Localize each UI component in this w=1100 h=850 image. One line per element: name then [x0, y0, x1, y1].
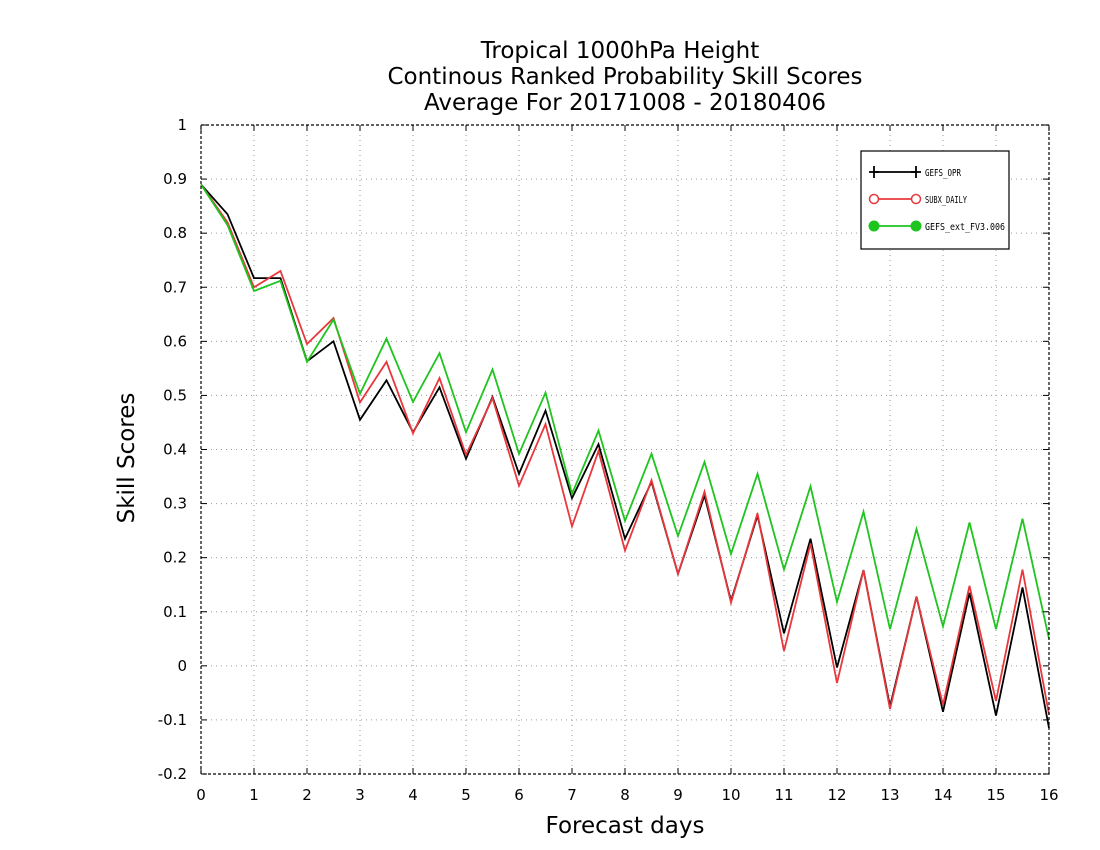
chart-title-line-2: Continous Ranked Probability Skill Score… [387, 64, 862, 90]
x-tick-label: 0 [196, 786, 206, 804]
x-tick-label: 10 [721, 786, 740, 804]
legend-label: GEFS_OPR [925, 168, 962, 179]
x-tick-label: 1 [249, 786, 259, 804]
y-tick-label: 0.1 [163, 603, 187, 621]
legend-marker [868, 193, 880, 205]
y-tick-label: -0.2 [158, 765, 187, 783]
x-tick-label: 8 [620, 786, 630, 804]
y-axis-label: Skill Scores [114, 393, 140, 524]
x-tick-label: 12 [827, 786, 846, 804]
y-tick-label: 0.7 [163, 278, 187, 296]
chart-title-line-1: Tropical 1000hPa Height [480, 38, 760, 64]
legend-marker [910, 220, 922, 232]
x-tick-label: 4 [408, 786, 418, 804]
y-tick-label: 0.6 [163, 332, 187, 350]
y-tick-label: 0 [177, 657, 187, 675]
x-tick-label: 13 [880, 786, 899, 804]
y-tick-label: 1 [177, 116, 187, 134]
axis-ticks [200, 124, 1050, 775]
x-tick-label: 14 [933, 786, 952, 804]
legend-marker [868, 220, 880, 232]
y-tick-label: -0.1 [158, 711, 187, 729]
x-tick-label: 7 [567, 786, 577, 804]
x-tick-label: 11 [774, 786, 793, 804]
x-tick-label: 15 [986, 786, 1005, 804]
y-tick-label: 0.3 [163, 495, 187, 513]
y-tick-label: 0.5 [163, 386, 187, 404]
legend-label: GEFS_ext_FV3.006 [925, 222, 1005, 233]
legend-marker [910, 193, 922, 205]
y-tick-label: 0.4 [163, 441, 187, 459]
x-tick-label: 3 [355, 786, 365, 804]
x-tick-label: 5 [461, 786, 471, 804]
y-tick-labels: -0.2 -0.1 0 0.1 0.2 0.3 0.4 0.5 0.6 0.7 0.8 0.9 1 [158, 116, 187, 783]
chart-title-line-3: Average For 20171008 - 20180406 [424, 90, 826, 116]
legend-box [860, 150, 1010, 250]
x-tick-labels: 0 1 2 3 4 5 6 7 8 9 10 11 12 13 14 15 16 [196, 786, 1058, 804]
x-tick-label: 16 [1039, 786, 1058, 804]
x-axis-label: Forecast days [546, 813, 705, 839]
x-tick-label: 2 [302, 786, 312, 804]
legend-label: SUBX_DAILY [925, 195, 967, 206]
grid-lines [201, 125, 1049, 774]
y-tick-label: 0.8 [163, 224, 187, 242]
y-tick-label: 0.2 [163, 549, 187, 567]
y-tick-label: 0.9 [163, 170, 187, 188]
series-lines [200, 183, 1050, 729]
x-tick-label: 9 [673, 786, 683, 804]
series-line-3 [200, 184, 1050, 639]
legend: GEFS_OPR SUBX_DAILY GEFS_ext_FV3.006 [860, 150, 1010, 250]
x-tick-label: 6 [514, 786, 524, 804]
